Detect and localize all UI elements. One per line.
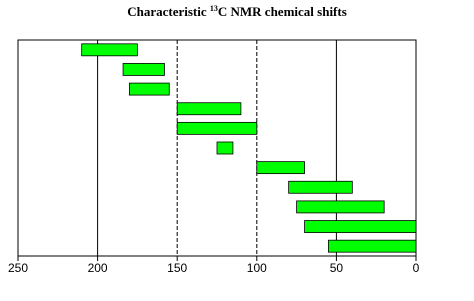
x-tick-label: 100 <box>247 261 267 275</box>
x-tick-label: 150 <box>167 261 187 275</box>
title-rest: C NMR chemical shifts <box>218 4 347 19</box>
title-text: Characteristic <box>127 4 207 19</box>
bar <box>81 43 138 57</box>
x-tick-label: 250 <box>8 261 28 275</box>
bar <box>288 180 353 194</box>
chart-title: Characteristic 13C NMR chemical shifts <box>127 4 347 19</box>
bar <box>296 200 385 214</box>
bar <box>216 141 234 155</box>
bar <box>129 82 170 96</box>
bar <box>176 121 258 135</box>
bar <box>176 102 242 116</box>
title-isotope: 13 <box>210 4 218 13</box>
bar <box>328 239 417 253</box>
bar <box>256 161 305 175</box>
plot-frame <box>17 39 417 257</box>
x-tick-label: 0 <box>413 261 420 275</box>
bar <box>304 220 417 233</box>
x-tick-label: 50 <box>330 261 344 275</box>
x-tick-label: 200 <box>88 261 108 275</box>
bar <box>122 63 165 76</box>
